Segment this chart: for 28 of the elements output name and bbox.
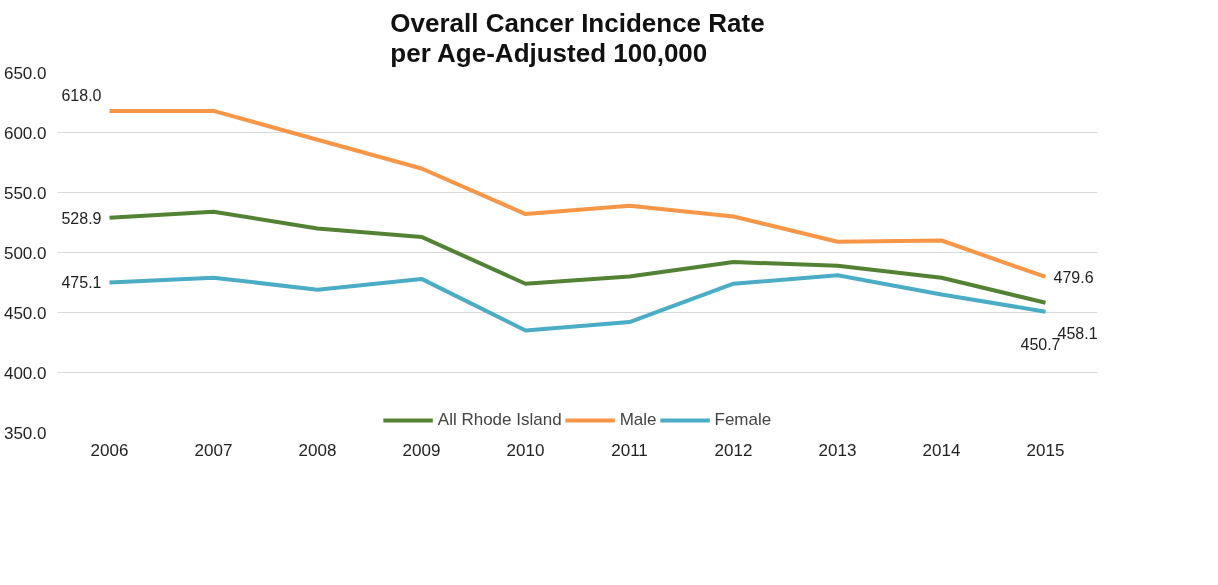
x-tick-label: 2009 xyxy=(402,440,441,460)
data-label: 475.1 xyxy=(61,274,102,292)
x-tick-label: 2006 xyxy=(90,440,129,460)
y-tick-label: 550.0 xyxy=(3,183,47,203)
x-tick-label: 2008 xyxy=(298,440,337,460)
y-tick-label: 500.0 xyxy=(3,243,47,263)
line-series xyxy=(107,108,1048,279)
legend-label: Male xyxy=(619,410,657,430)
x-tick-label: 2007 xyxy=(194,440,233,460)
x-tick-label: 2015 xyxy=(1026,440,1065,460)
data-label: 618.0 xyxy=(61,86,102,104)
x-tick-label: 2014 xyxy=(922,440,961,460)
x-tick-label: 2013 xyxy=(818,440,857,460)
y-tick-label: 450.0 xyxy=(3,303,47,323)
chart-title: Overall Cancer Incidence Rate per Age-Adjusted 100,000 xyxy=(390,7,765,68)
x-tick-label: 2010 xyxy=(506,440,545,460)
line-series xyxy=(107,273,1048,333)
y-tick-label: 350.0 xyxy=(3,423,47,443)
y-tick-label: 600.0 xyxy=(3,123,47,143)
x-tick-label: 2012 xyxy=(714,440,753,460)
y-tick-label: 650.0 xyxy=(3,63,47,83)
data-label: 479.6 xyxy=(1053,268,1094,286)
x-tick-label: 2011 xyxy=(611,440,648,460)
legend-label: All Rhode Island xyxy=(437,410,562,430)
y-tick-label: 400.0 xyxy=(3,363,47,383)
line-series xyxy=(107,209,1048,305)
data-label: 528.9 xyxy=(61,209,102,227)
legend-label: Female xyxy=(714,410,772,430)
